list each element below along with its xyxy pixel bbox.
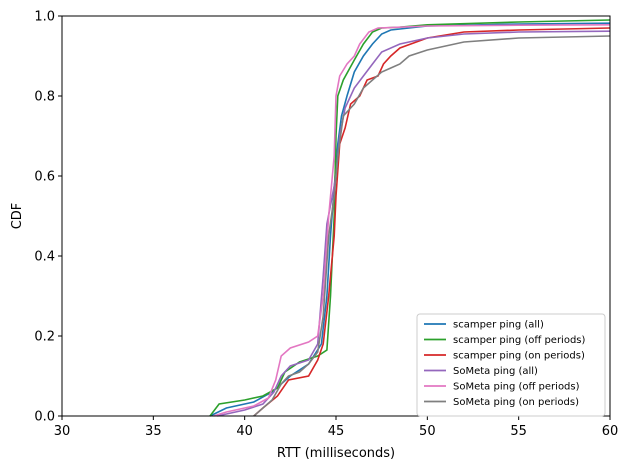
legend-label: SoMeta ping (off periods) xyxy=(453,382,580,393)
legend-label: SoMeta ping (all) xyxy=(453,366,538,377)
x-tick-label: 60 xyxy=(602,424,619,439)
x-tick-label: 30 xyxy=(54,424,71,439)
series-line-2 xyxy=(253,27,611,417)
y-axis-label: CDF xyxy=(10,203,25,230)
series-line-4 xyxy=(213,24,611,417)
y-tick-label: 0.2 xyxy=(34,330,55,345)
x-tick-label: 50 xyxy=(419,424,436,439)
axis-ticks: 30 35 40 45 50 55 60 0.0 0.2 0.4 0.6 0.8 1.0 xyxy=(34,10,618,440)
x-tick-label: 35 xyxy=(145,424,162,439)
x-axis-label: RTT (milliseconds) xyxy=(277,446,395,461)
series-line-5 xyxy=(253,35,611,417)
y-tick-label: 0.8 xyxy=(34,90,55,105)
x-tick-label: 40 xyxy=(236,424,253,439)
x-tick-label: 45 xyxy=(328,424,345,439)
legend-label: scamper ping (on periods) xyxy=(453,351,585,362)
legend-box xyxy=(416,313,606,417)
series-lines xyxy=(209,19,611,417)
legend: scamper ping (all) scamper ping (off peri… xyxy=(416,313,606,417)
y-tick-label: 0.0 xyxy=(34,410,55,425)
legend-label: scamper ping (all) xyxy=(453,320,544,331)
x-tick-label: 55 xyxy=(510,424,527,439)
legend-label: scamper ping (off periods) xyxy=(453,335,586,346)
y-tick-label: 0.4 xyxy=(34,250,55,265)
y-tick-label: 0.6 xyxy=(34,170,55,185)
y-tick-label: 1.0 xyxy=(34,10,55,25)
legend-label: SoMeta ping (on periods) xyxy=(453,397,579,408)
